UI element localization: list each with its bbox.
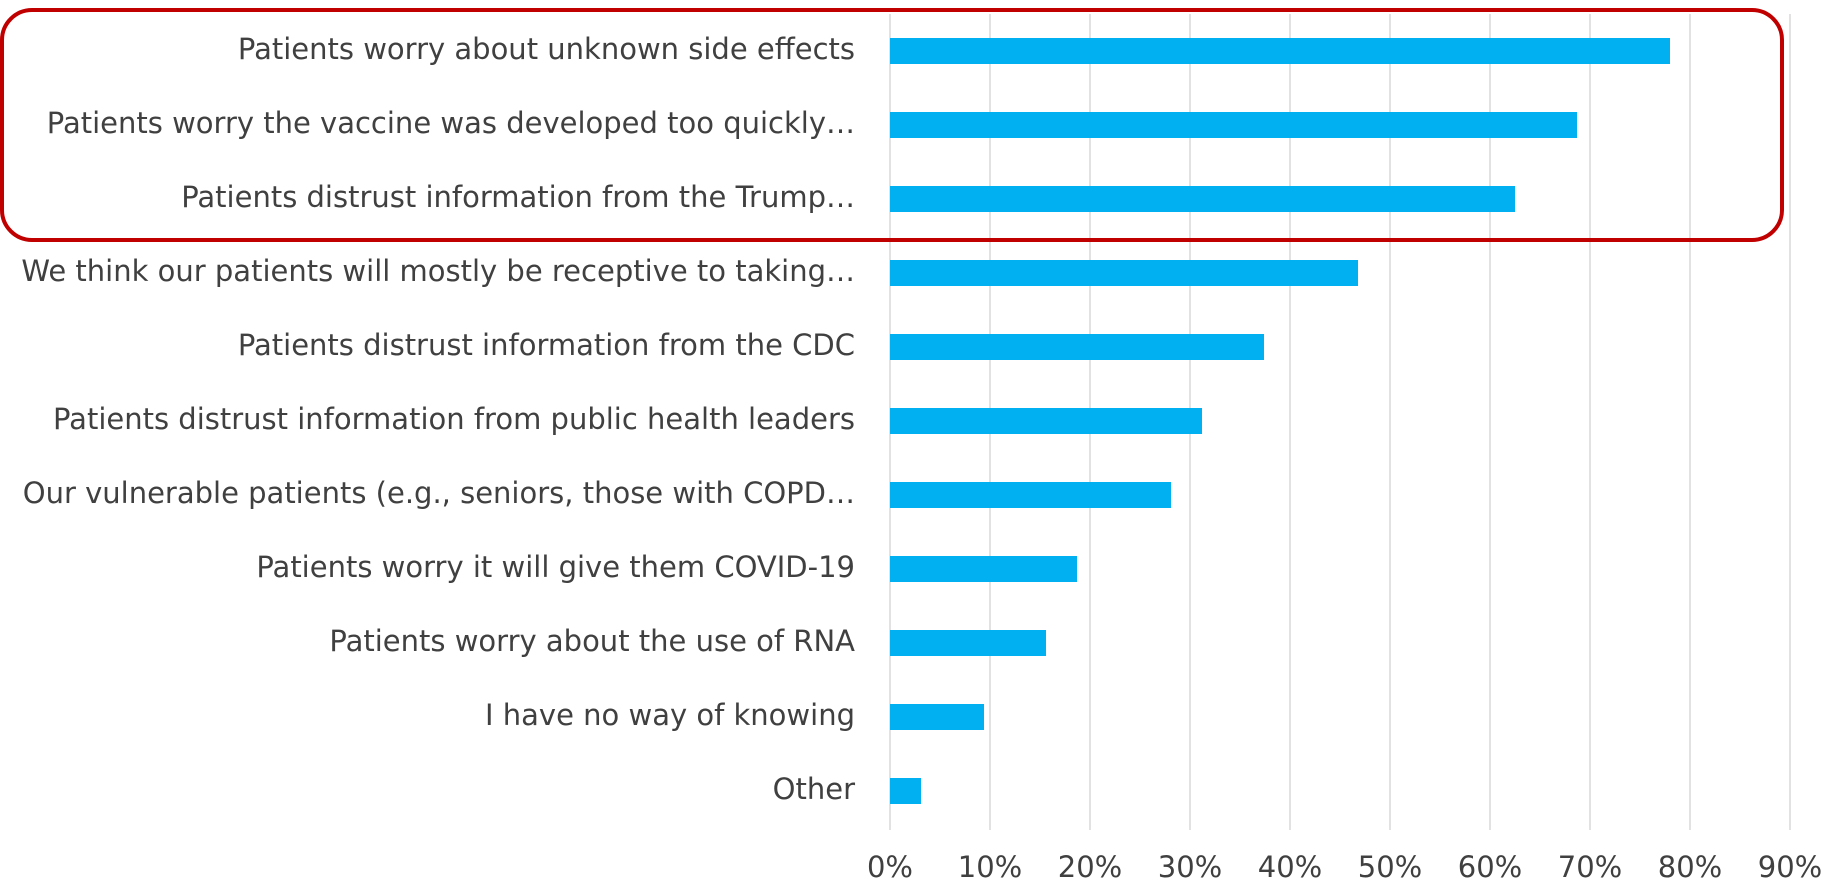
category-label-3: We think our patients will mostly be rec… [21, 254, 855, 288]
category-label-layer: Patients worry about unknown side effect… [21, 32, 855, 806]
bar-6 [890, 482, 1171, 508]
tick-label-4: 40% [1258, 850, 1322, 884]
bar-7 [890, 556, 1077, 582]
tick-label-0: 0% [867, 850, 913, 884]
bar-2 [890, 186, 1515, 212]
highlight-box [0, 8, 1784, 242]
category-label-7: Patients worry it will give them COVID-1… [256, 550, 855, 584]
tick-label-6: 60% [1458, 850, 1522, 884]
category-label-6: Our vulnerable patients (e.g., seniors, … [23, 476, 855, 510]
bar-1 [890, 112, 1577, 138]
grid-layer [889, 14, 1791, 830]
bar-10 [890, 778, 921, 804]
tick-label-7: 70% [1558, 850, 1622, 884]
bar-4 [890, 334, 1264, 360]
tick-label-2: 20% [1058, 850, 1122, 884]
tick-label-3: 30% [1158, 850, 1222, 884]
category-label-1: Patients worry the vaccine was developed… [47, 106, 855, 140]
bar-3 [890, 260, 1358, 286]
bar-8 [890, 630, 1046, 656]
bar-5 [890, 408, 1202, 434]
category-label-4: Patients distrust information from the C… [238, 328, 855, 362]
category-label-0: Patients worry about unknown side effect… [238, 32, 855, 66]
tick-label-9: 90% [1758, 850, 1822, 884]
tick-label-8: 80% [1658, 850, 1722, 884]
bar-layer [890, 38, 1670, 804]
category-label-8: Patients worry about the use of RNA [329, 624, 855, 658]
tick-label-layer: 0% 10% 20% 30% 40% 50% 60% 70% 80% 90% [867, 850, 1822, 884]
category-label-5: Patients distrust information from publi… [53, 402, 855, 436]
category-label-10: Other [773, 772, 855, 806]
bar-0 [890, 38, 1670, 64]
category-label-2: Patients distrust information from the T… [181, 180, 855, 214]
tick-label-1: 10% [958, 850, 1022, 884]
bar-9 [890, 704, 984, 730]
category-label-9: I have no way of knowing [485, 698, 855, 732]
tick-label-5: 50% [1358, 850, 1422, 884]
